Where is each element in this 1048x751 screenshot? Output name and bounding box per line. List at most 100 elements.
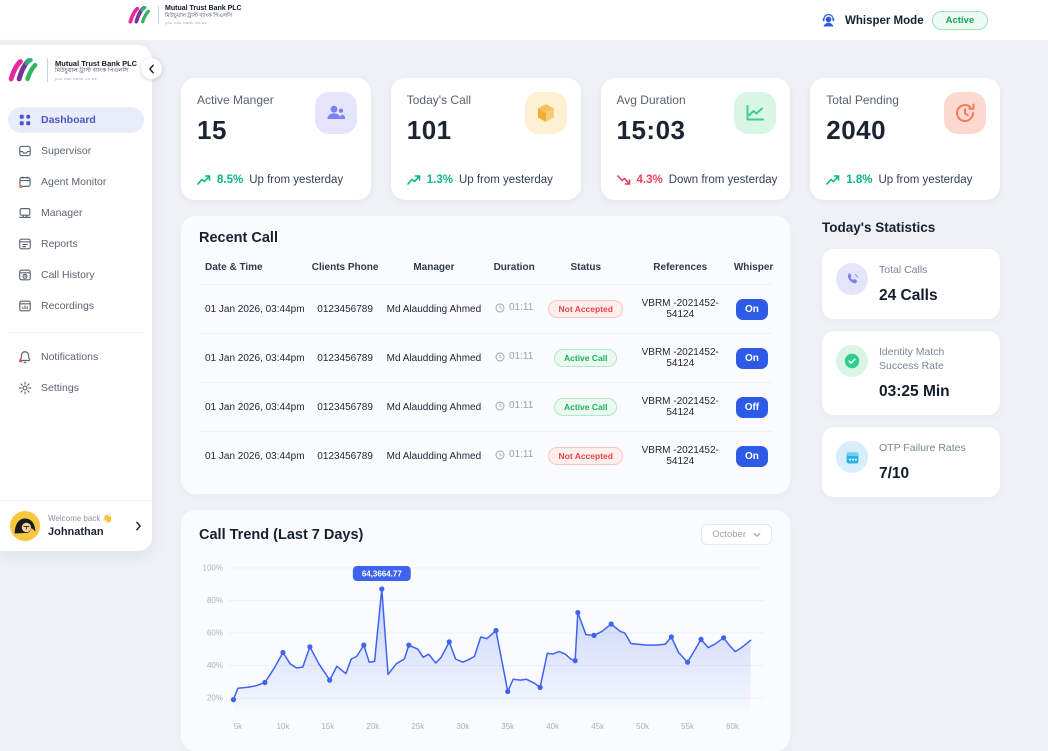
svg-text:55k: 55k xyxy=(681,722,694,731)
statistic-card-identity-match: Identity Match Success Rate 03:25 Min xyxy=(822,330,1000,416)
clock-icon xyxy=(495,450,505,460)
trend-up-icon xyxy=(406,175,421,185)
statistic-card-total-calls: Total Calls 24 Calls xyxy=(822,249,1000,319)
column-header: Manager xyxy=(413,262,455,273)
clock-icon xyxy=(495,401,505,411)
trend-percent: 4.3% xyxy=(636,174,663,186)
notification-dot xyxy=(19,184,23,189)
column-header: References xyxy=(653,262,708,273)
statistic-label: OTP Failure Rates xyxy=(879,442,966,455)
statistic-label: Total Calls xyxy=(879,264,928,276)
chart-title: Call Trend (Last 7 Days) xyxy=(199,526,364,543)
cell-manager: Md Alaudding Ahmed xyxy=(382,333,486,383)
sidebar-item-label: Supervisor xyxy=(41,145,92,157)
call-trend-panel: Call Trend (Last 7 Days) October 20% 40% 6… xyxy=(181,510,790,751)
statistic-value: 03:25 Min xyxy=(879,383,950,401)
bell-icon xyxy=(19,351,31,364)
headset-agent-icon xyxy=(822,13,835,27)
logo-divider xyxy=(47,58,48,82)
statistic-value: 7/10 xyxy=(879,464,910,482)
cell-datetime: 01 Jan 2026, 03:44pm xyxy=(199,333,308,383)
sidebar-item-label: Call History xyxy=(41,269,95,281)
report-window-icon xyxy=(19,238,31,250)
svg-text:10k: 10k xyxy=(276,722,289,731)
otp-calendar-icon xyxy=(836,441,868,474)
stat-value: 15:03 xyxy=(616,115,686,145)
profile-name: Johnathan xyxy=(48,526,104,538)
sidebar-item-dashboard[interactable]: Dashboard xyxy=(8,107,144,133)
trend-text: Up from yesterday xyxy=(878,174,973,186)
stat-title: Avg Duration xyxy=(616,93,686,107)
sidebar-item-agent-monitor[interactable]: Agent Monitor xyxy=(8,169,144,195)
table-row: 01 Jan 2026, 03:44pm 0123456789 Md Alaud… xyxy=(199,333,772,383)
trend-down-icon xyxy=(616,175,630,185)
status-badge: Not Accepted xyxy=(548,447,623,465)
month-select-value: October xyxy=(712,529,746,540)
sidebar-item-label: Settings xyxy=(41,382,79,394)
mtb-logo-icon xyxy=(128,6,150,24)
sidebar-item-label: Recordings xyxy=(41,300,95,312)
svg-text:30k: 30k xyxy=(456,722,469,731)
stat-trend: 1.3% Up from yesterday xyxy=(406,174,553,186)
cell-manager: Md Alaudding Ahmed xyxy=(382,431,486,480)
sidebar-item-manager[interactable]: Manager xyxy=(8,200,144,226)
recording-window-icon xyxy=(19,300,31,312)
stat-value: 15 xyxy=(197,115,227,145)
table-header-row: Date & Time Clients Phone Manager Durati… xyxy=(199,250,773,285)
notification-dot xyxy=(19,359,23,363)
svg-text:40k: 40k xyxy=(546,722,559,731)
whisper-mode-label: Whisper Mode xyxy=(845,14,924,27)
sidebar-item-recordings[interactable]: Recordings xyxy=(8,293,144,319)
cube-icon xyxy=(524,92,567,134)
whisper-toggle-button[interactable]: On xyxy=(735,347,768,369)
main-content: Active Manger 15 8.5% Up from yesterday … xyxy=(181,78,1000,751)
sidebar-item-settings[interactable]: Settings xyxy=(8,375,144,401)
stat-card-todays-call: Today's Call 101 1.3% Up from yesterday xyxy=(390,78,581,200)
mtb-logo-icon xyxy=(8,58,38,82)
sidebar-item-reports[interactable]: Reports xyxy=(8,231,144,257)
bank-name: Mutual Trust Bank PLC xyxy=(165,5,242,12)
sidebar-item-notifications[interactable]: Notifications xyxy=(8,344,144,370)
cell-datetime: 01 Jan 2026, 03:44pm xyxy=(199,431,308,480)
sidebar-item-supervisor[interactable]: Supervisor xyxy=(8,138,144,164)
sidebar-item-label: Manager xyxy=(41,207,83,219)
trend-up-icon xyxy=(826,175,840,185)
cell-phone: 0123456789 xyxy=(307,284,383,334)
sidebar-item-label: Agent Monitor xyxy=(41,176,107,188)
bank-tagline: you can bank on us xyxy=(55,75,97,81)
inbox-icon xyxy=(19,145,31,157)
column-header: Clients Phone xyxy=(311,262,379,273)
status-badge[interactable]: Active xyxy=(931,11,989,30)
trend-up-icon xyxy=(197,175,211,185)
stat-card-avg-duration: Avg Duration 15:03 4.3% Down from yester… xyxy=(600,78,791,200)
whisper-toggle-button[interactable]: On xyxy=(735,298,768,320)
chart-line-icon xyxy=(734,92,777,134)
svg-text:15k: 15k xyxy=(321,722,334,731)
status-badge: Active Call xyxy=(554,349,618,367)
table-row: 01 Jan 2026, 03:44pm 0123456789 Md Alaud… xyxy=(199,382,772,432)
month-select[interactable]: October xyxy=(701,524,772,545)
whisper-toggle-button[interactable]: Off xyxy=(735,396,769,418)
user-profile[interactable]: Welcome back 👋 Johnathan xyxy=(0,500,152,551)
sidebar-collapse-button[interactable] xyxy=(141,58,162,79)
cell-reference: VBRM -2021452-54124 xyxy=(628,333,732,383)
cell-reference: VBRM -2021452-54124 xyxy=(628,382,732,432)
svg-text:64,3664.77: 64,3664.77 xyxy=(362,570,402,579)
history-window-icon xyxy=(19,269,31,281)
sidebar-secondary-nav: Notifications Settings xyxy=(0,344,152,401)
stat-trend: 1.8% Up from yesterday xyxy=(826,174,972,186)
chevron-left-icon xyxy=(149,64,154,73)
sidebar-logo: Mutual Trust Bank PLC মিউচুয়াল ট্রাস্ট … xyxy=(0,45,152,91)
trend-percent: 1.3% xyxy=(426,174,453,186)
whisper-toggle-button[interactable]: On xyxy=(735,445,768,467)
call-trend-chart[interactable]: 20% 40% 60% 80% 100% 5k 10k 15k 20k 25k 30k 35k 40k 4… xyxy=(199,549,772,737)
trend-text: Down from yesterday xyxy=(668,174,778,186)
bank-name-bengali: মিউচুয়াল ট্রাস্ট ব্যাংক পিএলসি xyxy=(165,13,233,20)
cell-manager: Md Alaudding Ahmed xyxy=(382,284,486,334)
sidebar-item-call-history[interactable]: Call History xyxy=(8,262,144,288)
cell-manager: Md Alaudding Ahmed xyxy=(382,382,486,432)
cell-duration: 01:11 xyxy=(495,302,533,313)
stat-trend: 4.3% Down from yesterday xyxy=(616,174,778,186)
sidebar-item-label: Dashboard xyxy=(41,114,96,126)
statistic-card-otp-failure: OTP Failure Rates 7/10 xyxy=(822,427,1000,497)
